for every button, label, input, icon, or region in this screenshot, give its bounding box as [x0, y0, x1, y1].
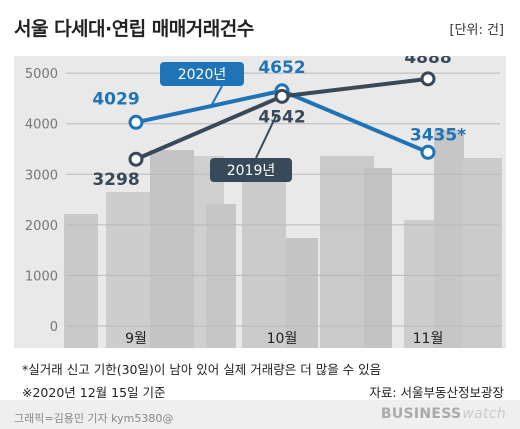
data-label: 4029	[92, 89, 139, 109]
x-tick-label: 10월	[267, 331, 298, 347]
building-11	[462, 158, 502, 348]
data-labels: 4029 4652 3435* 3298 4542 4888	[92, 56, 466, 190]
note-as-of-date: ※2020년 12월 15일 기준	[22, 385, 166, 400]
y-tick-label: 3000	[25, 168, 58, 183]
unit-label: [단위: 건]	[449, 23, 504, 38]
building-9	[404, 220, 434, 348]
data-label: 3435*	[410, 125, 466, 145]
data-label: 3298	[92, 170, 139, 190]
footer-bar	[0, 400, 520, 429]
building-10	[434, 130, 464, 348]
y-tick-label: 4000	[25, 118, 58, 133]
building-0	[64, 214, 98, 348]
building-6	[286, 238, 318, 348]
brand-logo: BUSINESSwatch	[381, 406, 506, 422]
series-tag-label: 2019년	[227, 163, 276, 179]
source-label: 자료: 서울부동산정보광장	[369, 385, 504, 400]
data-label: 4888	[404, 56, 451, 68]
note-reporting-deadline: *실거래 신고 기한(30일)이 남아 있어 실제 거래량은 더 많을 수 있음	[22, 362, 382, 377]
series-tag-label: 2020년	[178, 67, 227, 83]
chart-area: 0 1000 2000 3000 4000 5000 9월 10월 11월 2020년 2019…	[14, 56, 506, 348]
building-8	[364, 168, 392, 348]
data-label: 4652	[258, 58, 305, 78]
x-tick-label: 9월	[125, 331, 147, 347]
line-chart: 0 1000 2000 3000 4000 5000 9월 10월 11월 2020년 2019…	[25, 56, 502, 348]
skyline-background	[64, 130, 502, 348]
brand-sub: watch	[462, 406, 506, 422]
data-points	[128, 71, 436, 167]
building-4	[206, 204, 236, 348]
series-tags: 2020년 2019년	[160, 62, 292, 182]
building-2	[150, 150, 194, 348]
data-label: 4542	[258, 107, 305, 127]
y-tick-label: 0	[50, 320, 58, 335]
series-tag-pointer-1	[255, 115, 277, 159]
series-tag-box-0	[160, 62, 244, 86]
x-axis: 9월 10월 11월	[125, 331, 443, 347]
x-tick-label: 11월	[413, 331, 444, 347]
chart-title: 서울 다세대·연립 매매거래건수	[14, 18, 254, 40]
data-point	[128, 151, 144, 167]
data-point	[420, 144, 436, 160]
data-point	[274, 88, 290, 104]
data-point	[420, 71, 436, 87]
y-tick-label: 2000	[25, 219, 58, 234]
brand-main: BUSINESS	[380, 406, 462, 422]
building-1	[106, 192, 150, 348]
graphic-credit: 그래픽=김용민 기자 kym5380@	[14, 412, 174, 425]
y-axis: 0 1000 2000 3000 4000 5000	[25, 67, 58, 335]
data-point	[128, 114, 144, 130]
series-tag-pointer-0	[209, 85, 223, 109]
series-tag-box-1	[210, 158, 292, 182]
y-tick-label: 1000	[25, 269, 58, 284]
y-tick-label: 5000	[25, 67, 58, 82]
building-5	[242, 180, 286, 348]
